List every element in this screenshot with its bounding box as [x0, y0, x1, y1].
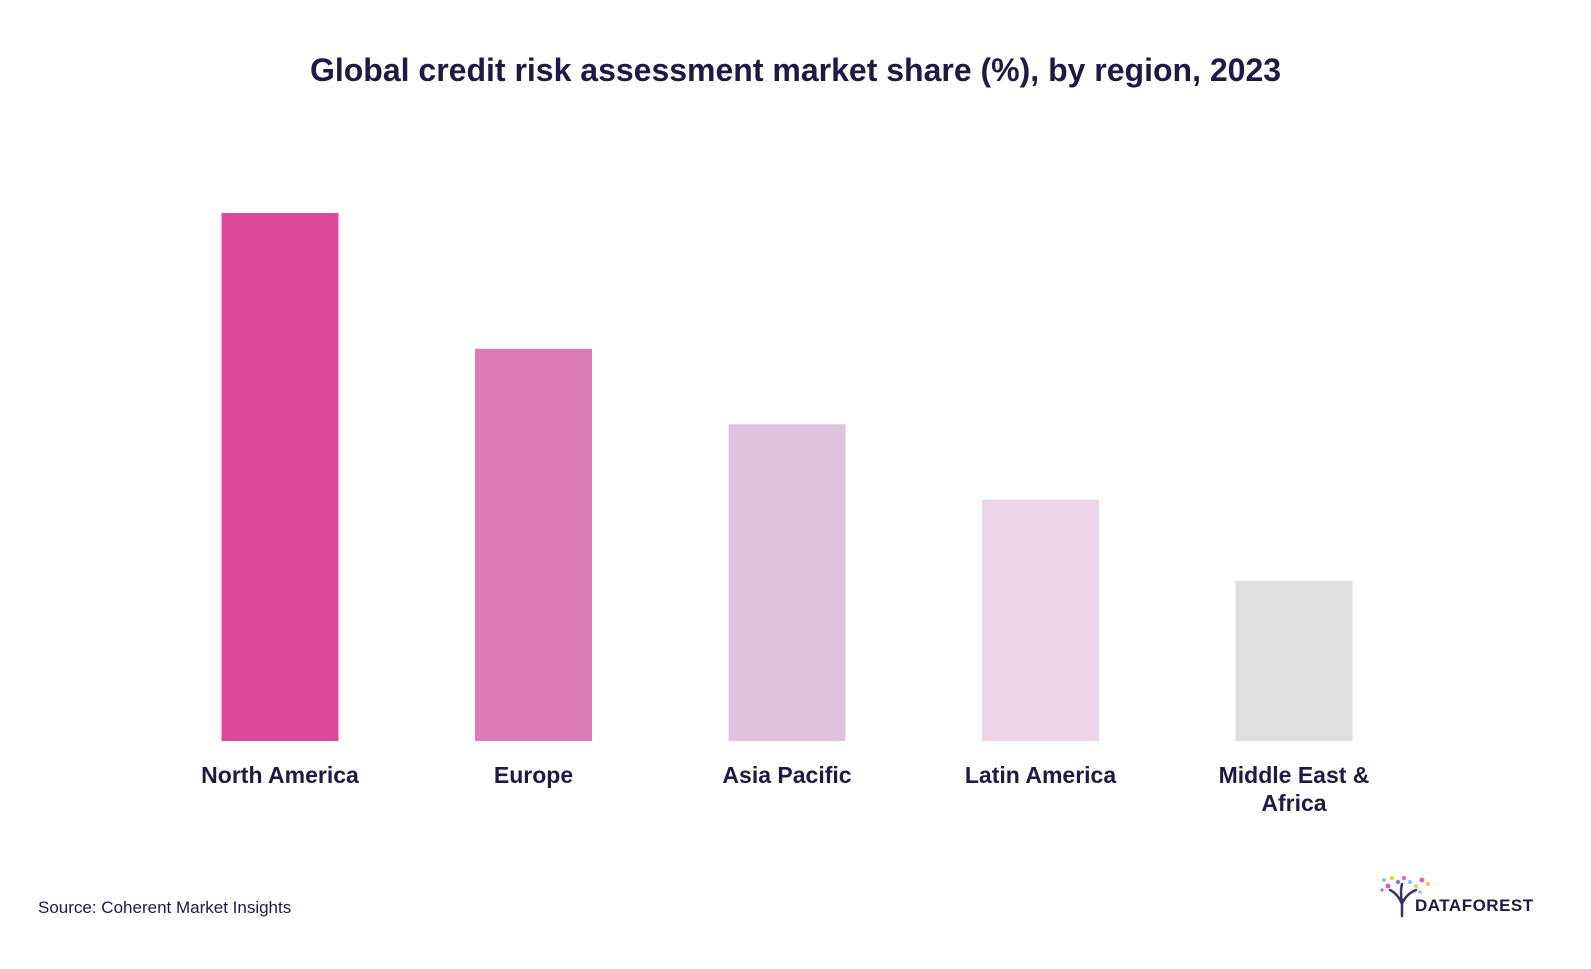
- chart-title: Global credit risk assessment market sha…: [309, 52, 1282, 88]
- x-tick-label: Middle East & Africa: [1219, 762, 1370, 816]
- logo-text: DATAFOREST: [1415, 896, 1534, 915]
- tree-icon: [1380, 876, 1430, 918]
- bar-europe: [475, 348, 592, 741]
- x-tick-label: Asia Pacific: [722, 762, 851, 788]
- dataforest-logo: DATAFOREST: [1378, 872, 1533, 920]
- x-tick-label: Europe: [494, 762, 573, 788]
- source-note: Source: Coherent Market Insights: [38, 898, 292, 917]
- bar-middle-east-africa: [1235, 581, 1353, 741]
- bars-group: [221, 213, 1353, 741]
- category-labels-group: North America Europe Asia Pacific Latin Ame…: [201, 762, 1369, 816]
- x-tick-label: Latin America: [965, 762, 1116, 788]
- bar-asia-pacific: [728, 424, 846, 741]
- bar-latin-america: [982, 499, 1099, 741]
- bar-north-america: [221, 213, 339, 741]
- x-tick-label: North America: [201, 762, 359, 788]
